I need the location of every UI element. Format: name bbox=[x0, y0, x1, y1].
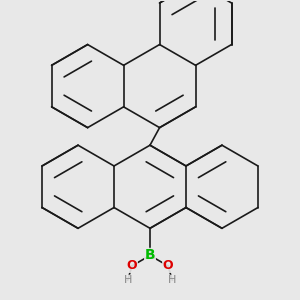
Text: O: O bbox=[127, 260, 137, 272]
Text: H: H bbox=[124, 275, 132, 285]
Text: B: B bbox=[145, 248, 155, 262]
Text: O: O bbox=[163, 260, 173, 272]
Text: H: H bbox=[168, 275, 176, 285]
